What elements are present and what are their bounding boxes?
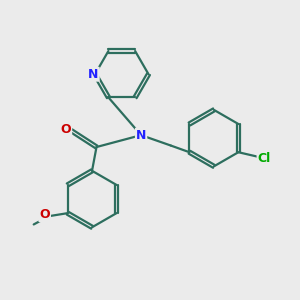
Text: O: O: [61, 123, 71, 136]
Text: N: N: [136, 129, 146, 142]
Text: Cl: Cl: [258, 152, 271, 165]
Text: O: O: [39, 208, 50, 221]
Text: N: N: [88, 68, 99, 81]
